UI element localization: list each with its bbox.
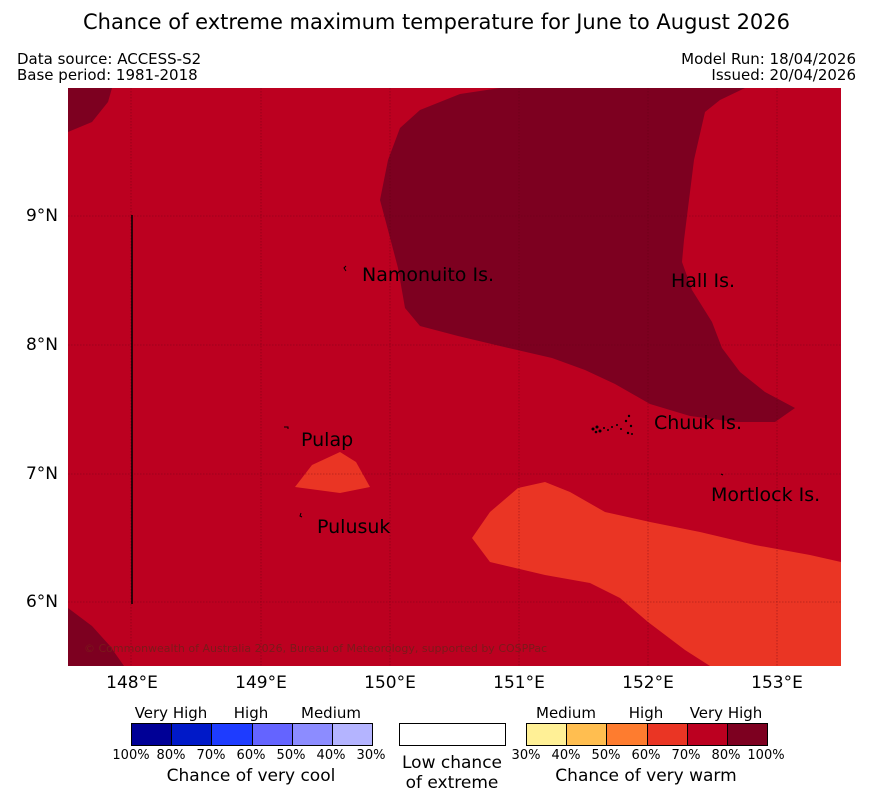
cool-tick: 70% [196,748,226,763]
warm-swatch-2 [607,724,648,745]
low-chance-swatch [399,723,506,746]
cool-level-high: High [233,704,269,722]
low-chance-caption-line2: of extreme [405,773,499,793]
cool-level-medium: Medium [301,704,361,722]
x-tick-149: 149°E [235,673,287,693]
warm-level-high: High [628,704,664,722]
issued-date: Issued: 20/04/2026 [711,66,856,84]
copyright-notice: © Commonwealth of Australia 2026, Bureau… [84,642,548,655]
label-namonuito: Namonuito Is. [362,264,495,286]
cool-tick: 100% [112,748,150,763]
island-outlines [284,265,724,518]
label-mortlock: Mortlock Is. [711,484,821,506]
y-tick-8n: 8°N [25,335,58,355]
warm-swatch-3 [647,724,688,745]
chuuk-island-outline [591,414,633,435]
label-hall-islands: Hall Is. [671,270,736,292]
pulusuk-island-outline [299,512,303,518]
cool-swatch-2 [212,724,253,745]
warm-tick: 70% [671,748,701,763]
y-tick-9n: 9°N [25,206,58,226]
warm-swatch-4 [687,724,728,745]
label-pulusuk: Pulusuk [317,516,391,538]
warm-swatch-5 [727,724,768,745]
graticule [68,88,841,666]
mortlock-island-outline [720,473,724,476]
warm-tick: 60% [631,748,661,763]
cool-level-very-high: Very High [134,704,208,722]
data-source: Data source: ACCESS-S2 [17,50,202,68]
y-tick-6n: 6°N [25,592,58,612]
cool-swatch-3 [252,724,293,745]
cool-swatch-0 [132,724,173,745]
warm-tick: 100% [747,748,785,763]
low-chance-caption-line1: Low chance [402,753,502,773]
warm-tick: 80% [711,748,741,763]
warm-tick: 40% [551,748,581,763]
label-chuuk: Chuuk Is. [654,412,742,434]
x-tick-153: 153°E [751,673,803,693]
cool-tick: 80% [156,748,186,763]
warm-60-70-region-pulap [295,452,370,493]
very-high-region-southwest [68,608,124,666]
cool-swatch-4 [292,724,333,745]
map-title: Chance of extreme maximum temperature fo… [82,10,791,34]
warm-60-70-region-southeast [472,482,841,666]
warm-tick: 50% [591,748,621,763]
very-high-region-north [380,88,795,422]
warm-tick: 30% [511,748,541,763]
warm-swatch-1 [567,724,608,745]
label-pulap: Pulap [301,429,354,451]
x-tick-151: 151°E [493,673,545,693]
cool-colorbar [131,723,373,746]
warm-colorbar [526,723,768,746]
cool-tick: 60% [236,748,266,763]
very-high-region-northwest [68,88,112,132]
x-tick-152: 152°E [622,673,674,693]
base-period: Base period: 1981-2018 [17,66,198,84]
y-tick-7n: 7°N [25,464,58,484]
warm-swatch-0 [527,724,568,745]
namonuito-island-outline [343,265,347,272]
x-tick-148: 148°E [106,673,158,693]
cool-swatch-1 [172,724,213,745]
cool-swatch-5 [332,724,373,745]
pulap-island-outline [284,426,289,429]
warm-level-very-high: Very High [689,704,763,722]
warm-level-medium: Medium [536,704,596,722]
cool-tick: 40% [316,748,346,763]
warm-caption: Chance of very warm [555,766,737,786]
cool-caption: Chance of very cool [166,766,336,786]
model-run: Model Run: 18/04/2026 [681,50,856,68]
cool-tick: 30% [356,748,386,763]
x-tick-150: 150°E [364,673,416,693]
cool-tick: 50% [276,748,306,763]
